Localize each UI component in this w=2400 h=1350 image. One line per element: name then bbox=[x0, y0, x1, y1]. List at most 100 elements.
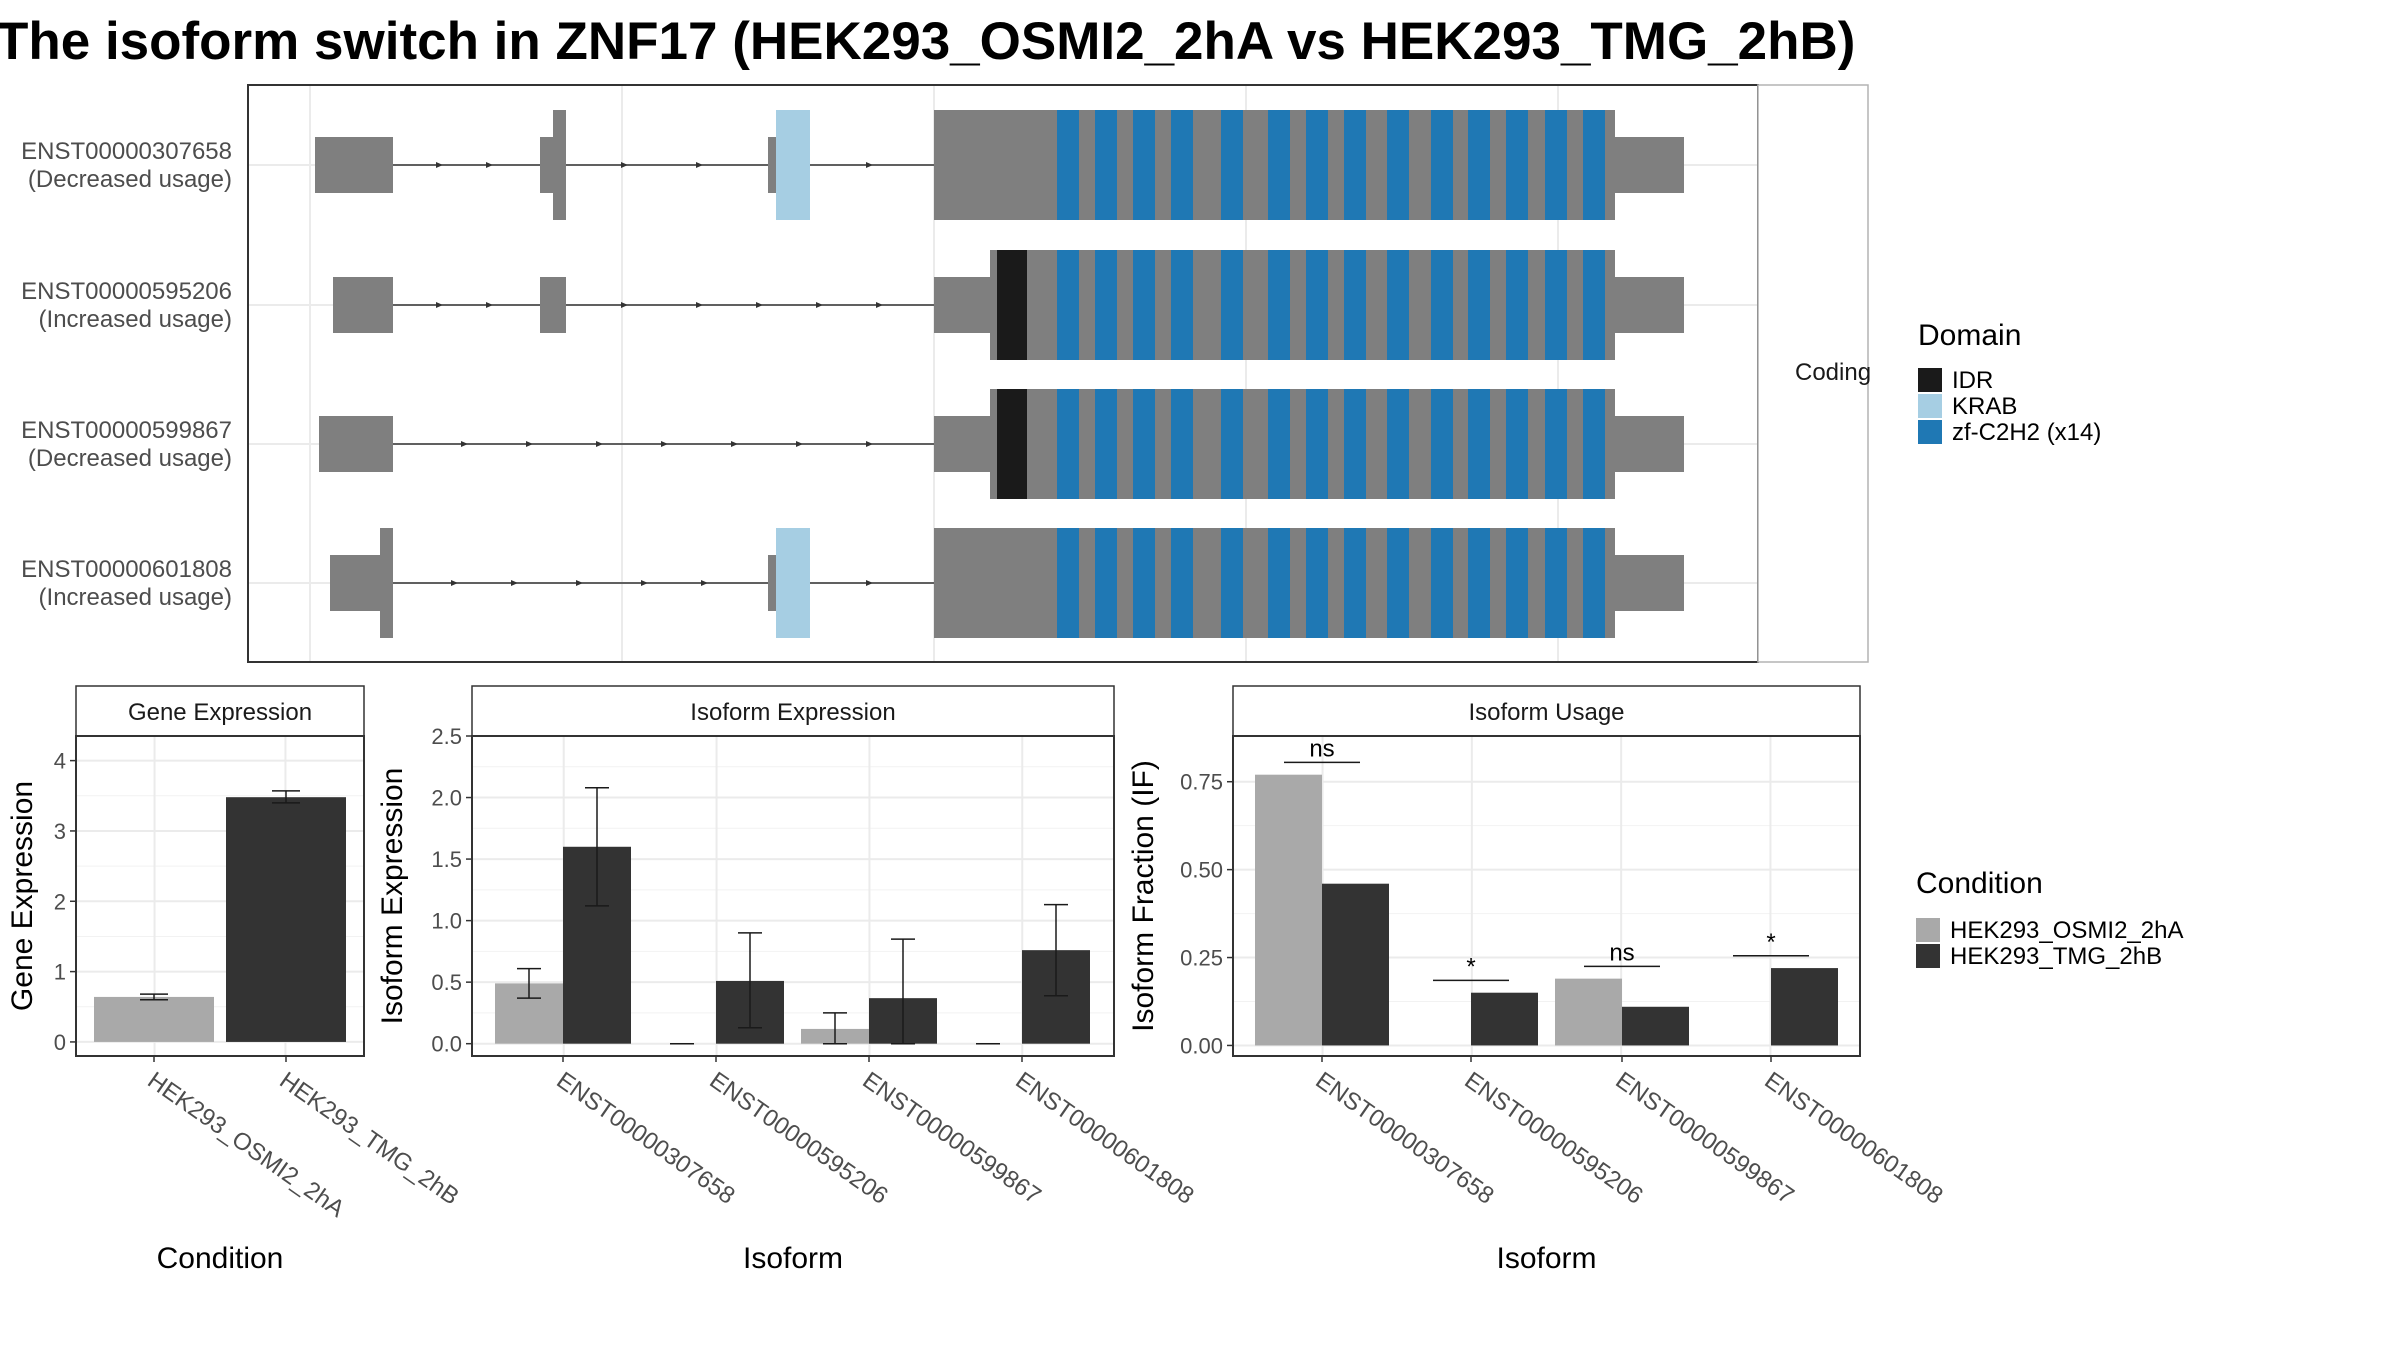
transcript-usage-label: (Increased usage) bbox=[39, 584, 232, 611]
intron-arrow bbox=[486, 162, 493, 168]
isoform-usage-bar bbox=[1471, 992, 1538, 1046]
zf-c2h2-domain bbox=[1268, 250, 1290, 360]
y-tick-label: 0.00 bbox=[1180, 1033, 1223, 1058]
transcript-id-label: ENST00000307658 bbox=[21, 138, 232, 165]
y-tick-label: 0.50 bbox=[1180, 858, 1223, 883]
utr-3prime-exon bbox=[1615, 555, 1684, 611]
domain-legend-label: KRAB bbox=[1952, 393, 2017, 420]
zf-c2h2-domain bbox=[1171, 250, 1193, 360]
intron-arrow bbox=[486, 302, 493, 308]
intron-arrow bbox=[641, 580, 648, 586]
intron-arrow bbox=[756, 302, 763, 308]
zf-c2h2-domain bbox=[1171, 528, 1193, 638]
condition-legend-swatch bbox=[1916, 944, 1940, 968]
exon bbox=[768, 137, 776, 193]
panel-strip-label: Gene Expression bbox=[128, 699, 312, 726]
isoform-usage-bar bbox=[1622, 1006, 1689, 1046]
zf-c2h2-domain bbox=[1468, 250, 1490, 360]
panel-strip-label: Isoform Expression bbox=[690, 699, 895, 726]
y-tick-label: 3 bbox=[54, 819, 66, 844]
zf-c2h2-domain bbox=[1583, 110, 1605, 220]
y-tick-label: 2.0 bbox=[431, 786, 462, 811]
x-axis-title: Isoform bbox=[1496, 1242, 1596, 1275]
intron-arrow bbox=[701, 580, 708, 586]
intron-arrow bbox=[511, 580, 518, 586]
zf-c2h2-domain bbox=[1387, 110, 1409, 220]
zf-c2h2-domain bbox=[1545, 110, 1567, 220]
intron-arrow bbox=[731, 441, 738, 447]
x-axis-title: Condition bbox=[157, 1242, 284, 1275]
utr-3prime-exon bbox=[1615, 416, 1684, 472]
coding-exon bbox=[934, 528, 1057, 638]
idr-domain bbox=[997, 250, 1027, 360]
zf-c2h2-domain bbox=[1468, 389, 1490, 499]
transcript-id-label: ENST00000601808 bbox=[21, 556, 232, 583]
zf-c2h2-domain bbox=[1095, 389, 1117, 499]
exon bbox=[768, 555, 776, 611]
domain-legend-swatch bbox=[1918, 420, 1942, 444]
significance-label: ns bbox=[1309, 735, 1334, 762]
zf-c2h2-domain bbox=[1431, 528, 1453, 638]
zf-c2h2-domain bbox=[1133, 250, 1155, 360]
intron-arrow bbox=[461, 441, 468, 447]
zf-c2h2-domain bbox=[1221, 110, 1243, 220]
zf-c2h2-domain bbox=[1095, 528, 1117, 638]
exon bbox=[540, 277, 566, 333]
zf-c2h2-domain bbox=[1344, 528, 1366, 638]
gene-expression-bar bbox=[94, 996, 214, 1042]
intron-arrow bbox=[816, 302, 823, 308]
domain-legend-swatch bbox=[1918, 394, 1942, 418]
intron-arrow bbox=[661, 441, 668, 447]
krab-domain bbox=[776, 528, 810, 638]
isoform-expression-panel: Isoform Expression0.00.51.01.52.02.5ENST… bbox=[376, 685, 1199, 1275]
domain-legend-label: zf-C2H2 (x14) bbox=[1952, 419, 2101, 446]
zf-c2h2-domain bbox=[1431, 389, 1453, 499]
intron-arrow bbox=[621, 302, 628, 308]
utr-5prime-exon bbox=[315, 137, 393, 193]
panel-strip bbox=[471, 685, 1115, 737]
utr-3prime-exon bbox=[1615, 277, 1684, 333]
y-tick-label: 1.5 bbox=[431, 847, 462, 872]
zf-c2h2-domain bbox=[1306, 389, 1328, 499]
intron-arrow bbox=[436, 162, 443, 168]
zf-c2h2-domain bbox=[1431, 110, 1453, 220]
y-tick-label: 1 bbox=[54, 960, 66, 985]
zf-c2h2-domain bbox=[1057, 389, 1079, 499]
y-tick-label: 2.5 bbox=[431, 724, 462, 749]
zf-c2h2-domain bbox=[1545, 528, 1567, 638]
y-tick-label: 2 bbox=[54, 889, 66, 914]
y-tick-label: 0.5 bbox=[431, 970, 462, 995]
zf-c2h2-domain bbox=[1583, 250, 1605, 360]
condition-legend-title: Condition bbox=[1916, 867, 2043, 900]
exon bbox=[540, 137, 556, 193]
zf-c2h2-domain bbox=[1344, 389, 1366, 499]
utr-exon bbox=[934, 416, 990, 472]
transcript-id-label: ENST00000595206 bbox=[21, 278, 232, 305]
intron-arrow bbox=[576, 580, 583, 586]
transcript-structure-panel: ENST00000307658(Decreased usage)ENST0000… bbox=[21, 84, 1759, 663]
domain-legend-swatch bbox=[1918, 368, 1942, 392]
zf-c2h2-domain bbox=[1171, 110, 1193, 220]
coding-exon bbox=[934, 110, 1057, 220]
utr-3prime-exon bbox=[1615, 137, 1684, 193]
condition-legend-label: HEK293_OSMI2_2hA bbox=[1950, 917, 2183, 944]
significance-label: * bbox=[1466, 953, 1475, 980]
panel-strip bbox=[75, 685, 365, 737]
intron-arrow bbox=[621, 162, 628, 168]
transcript-usage-label: (Decreased usage) bbox=[28, 445, 232, 472]
zf-c2h2-domain bbox=[1057, 528, 1079, 638]
utr-exon bbox=[934, 277, 990, 333]
coding-strip: Coding bbox=[1757, 84, 1871, 663]
zf-c2h2-domain bbox=[1431, 250, 1453, 360]
zf-c2h2-domain bbox=[1306, 250, 1328, 360]
intron-arrow bbox=[866, 580, 873, 586]
transcript-id-label: ENST00000599867 bbox=[21, 417, 232, 444]
y-tick-label: 0 bbox=[54, 1030, 66, 1055]
utr-5prime-exon bbox=[333, 277, 393, 333]
zf-c2h2-domain bbox=[1057, 110, 1079, 220]
significance-label: ns bbox=[1609, 939, 1634, 966]
transcript-usage-label: (Increased usage) bbox=[39, 306, 232, 333]
panel-strip bbox=[1232, 685, 1861, 737]
transcript-usage-label: (Decreased usage) bbox=[28, 166, 232, 193]
